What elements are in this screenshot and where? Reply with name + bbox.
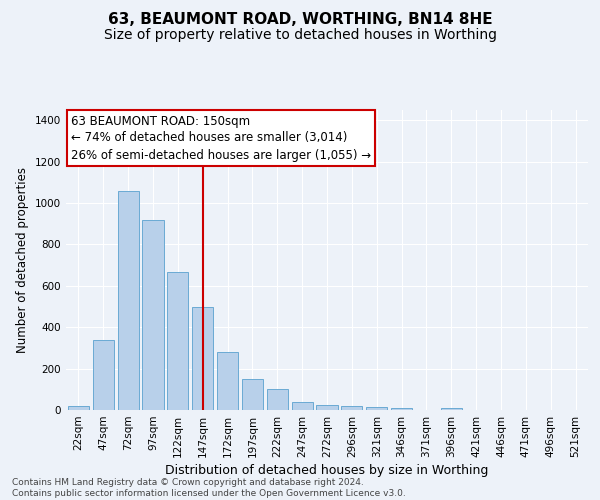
Bar — [142, 220, 164, 410]
Bar — [167, 272, 188, 410]
Bar — [366, 407, 387, 410]
Bar — [93, 340, 114, 410]
Bar — [391, 408, 412, 410]
Bar — [316, 405, 338, 410]
Bar — [192, 306, 213, 410]
Bar — [242, 379, 263, 410]
Bar — [217, 352, 238, 410]
Bar — [292, 402, 313, 410]
Text: 63, BEAUMONT ROAD, WORTHING, BN14 8HE: 63, BEAUMONT ROAD, WORTHING, BN14 8HE — [107, 12, 493, 28]
Bar — [118, 190, 139, 410]
Bar — [341, 406, 362, 410]
Text: Contains HM Land Registry data © Crown copyright and database right 2024.
Contai: Contains HM Land Registry data © Crown c… — [12, 478, 406, 498]
Bar — [267, 390, 288, 410]
X-axis label: Distribution of detached houses by size in Worthing: Distribution of detached houses by size … — [166, 464, 488, 477]
Text: Size of property relative to detached houses in Worthing: Size of property relative to detached ho… — [104, 28, 497, 42]
Bar — [441, 408, 462, 410]
Text: 63 BEAUMONT ROAD: 150sqm
← 74% of detached houses are smaller (3,014)
26% of sem: 63 BEAUMONT ROAD: 150sqm ← 74% of detach… — [71, 114, 371, 162]
Y-axis label: Number of detached properties: Number of detached properties — [16, 167, 29, 353]
Bar — [68, 406, 89, 410]
